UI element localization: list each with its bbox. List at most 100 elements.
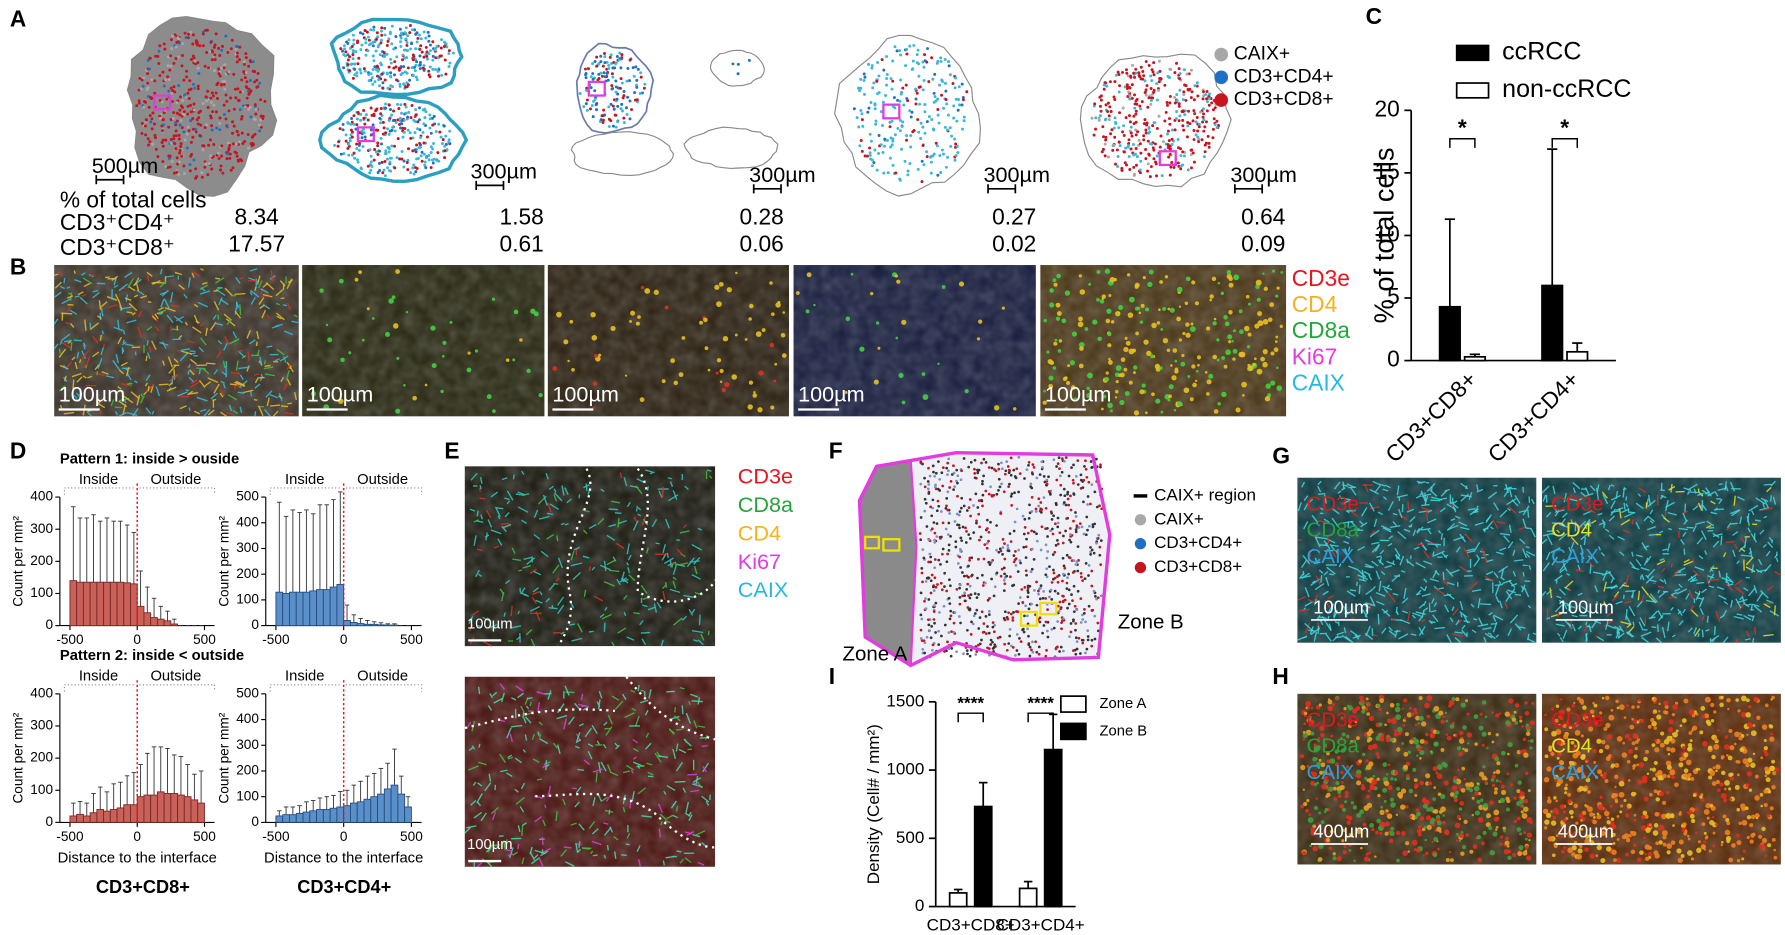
cell-dot xyxy=(1129,74,1133,78)
cell-dot xyxy=(263,99,267,103)
cell-dot xyxy=(918,102,922,106)
cell-dot xyxy=(382,51,386,55)
cell-dot xyxy=(422,64,426,68)
cell-dot xyxy=(628,79,631,83)
cell-dot xyxy=(206,173,210,177)
cell-dot xyxy=(630,108,634,112)
cell-dot xyxy=(904,83,908,87)
cell-dot xyxy=(1033,589,1036,592)
cell-dot xyxy=(1212,108,1215,112)
cell-dot xyxy=(244,56,248,60)
cell-dot xyxy=(1030,547,1034,551)
cell-dot xyxy=(1092,589,1096,593)
fiber xyxy=(1494,583,1503,587)
cell-dot xyxy=(236,87,240,91)
cell-dot xyxy=(932,618,936,621)
cell-dot xyxy=(930,56,934,60)
cell-dot xyxy=(1086,503,1089,506)
fiber xyxy=(588,565,592,572)
cell-dot xyxy=(1117,90,1121,94)
cell-dot xyxy=(1062,572,1065,576)
cell xyxy=(338,278,344,284)
cell-dot xyxy=(1027,643,1031,647)
cell-dot xyxy=(388,30,392,34)
cell-dot xyxy=(150,78,154,82)
fiber xyxy=(521,519,527,524)
cell-dot xyxy=(409,136,413,140)
cell-dot xyxy=(1000,467,1004,471)
cell xyxy=(922,394,929,400)
cell-dot xyxy=(375,64,379,68)
cell-dot xyxy=(1031,463,1035,466)
cell-dot xyxy=(178,160,181,164)
cell-dot xyxy=(448,129,452,133)
cell xyxy=(780,332,786,338)
cell-dot xyxy=(912,43,916,47)
cell-dot xyxy=(236,51,239,55)
cell-dot xyxy=(978,538,981,542)
cell xyxy=(1133,410,1140,416)
cell-dot xyxy=(383,26,387,30)
cell xyxy=(1216,358,1220,362)
cell-dot xyxy=(953,137,957,141)
cell-dot xyxy=(378,116,382,120)
cell-dot xyxy=(1071,571,1075,574)
fiber xyxy=(235,301,240,308)
fiber xyxy=(658,828,661,838)
cell-dot xyxy=(1149,86,1153,90)
cell-dot xyxy=(1023,477,1026,480)
cell-dot xyxy=(387,65,391,69)
cell-dot xyxy=(1057,573,1061,577)
cell-dot xyxy=(205,51,209,54)
cell-dot xyxy=(1182,93,1186,97)
cell-dot xyxy=(969,514,972,518)
cell xyxy=(1232,357,1236,361)
fiber xyxy=(544,804,547,809)
fiber xyxy=(1356,581,1358,587)
cell-dot xyxy=(927,560,930,564)
fiber xyxy=(627,567,631,574)
fiber xyxy=(535,599,543,604)
cell-dot xyxy=(1072,649,1075,653)
cell-dot xyxy=(399,65,403,69)
cell-dot xyxy=(932,91,936,95)
cell-dot xyxy=(337,140,341,144)
cell xyxy=(442,340,447,345)
cell-dot xyxy=(1015,507,1019,511)
cell-dot xyxy=(940,471,944,475)
cell-dot xyxy=(346,53,350,57)
cell-dot xyxy=(1099,563,1103,566)
cell-dot xyxy=(1044,620,1048,624)
fiber xyxy=(224,287,234,297)
cell-dot xyxy=(138,76,142,80)
fiber xyxy=(591,566,596,571)
cell-dot xyxy=(256,85,260,89)
cell xyxy=(1154,363,1161,369)
cell-dot xyxy=(938,489,942,492)
cell xyxy=(859,346,865,352)
cell-dot xyxy=(1125,84,1129,88)
cell-dot xyxy=(947,60,951,64)
cell-dot xyxy=(942,106,946,110)
cell-dot xyxy=(1061,579,1064,583)
cell-dot xyxy=(181,99,185,103)
fiber xyxy=(270,270,274,282)
fiber xyxy=(1372,634,1378,637)
fiber xyxy=(269,393,278,399)
cell-dot xyxy=(1159,134,1163,138)
cell-dot xyxy=(923,103,927,107)
fiber xyxy=(193,314,199,324)
fiber xyxy=(72,379,75,391)
cell-dot xyxy=(174,134,178,138)
cell-dot xyxy=(196,84,200,88)
cell-dot xyxy=(1065,587,1069,590)
cell-dot xyxy=(1038,616,1042,620)
cell-dot xyxy=(248,59,252,63)
fiber xyxy=(58,348,61,354)
cell-dot xyxy=(1003,582,1007,586)
cell-dot xyxy=(422,68,426,72)
cell-dot xyxy=(182,93,186,97)
cell-dot xyxy=(969,633,973,636)
cell-dot xyxy=(1151,70,1155,74)
cell-dot xyxy=(1208,92,1212,96)
